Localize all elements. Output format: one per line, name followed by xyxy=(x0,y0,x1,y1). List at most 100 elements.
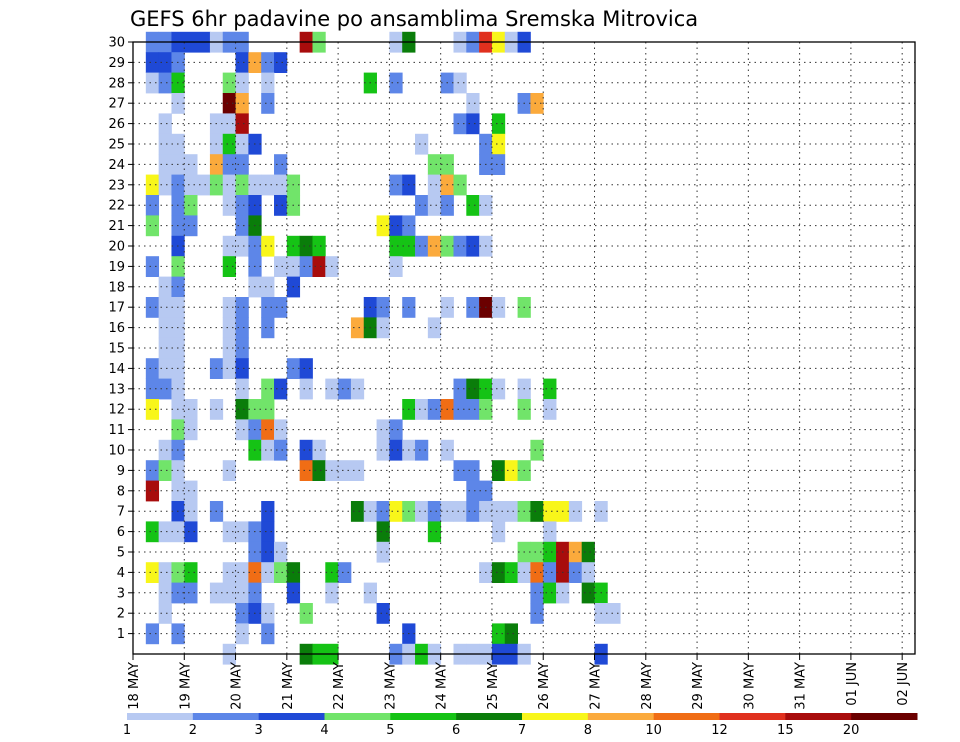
heatmap-cell xyxy=(350,501,365,522)
heatmap-cell xyxy=(543,378,557,400)
heatmap-cell xyxy=(415,133,429,155)
heatmap-cell xyxy=(389,72,403,94)
heatmap-cell xyxy=(184,501,198,522)
heatmap-cell xyxy=(389,501,403,522)
heatmap-cell xyxy=(261,541,275,563)
y-tick-label: 11 xyxy=(108,423,125,438)
heatmap-cell xyxy=(389,419,403,441)
colorbar-label: 10 xyxy=(645,723,662,738)
heatmap-cell xyxy=(235,378,249,400)
heatmap-cell xyxy=(222,113,236,135)
x-tick-label: 24 MAY xyxy=(435,662,450,710)
y-tick-label: 4 xyxy=(117,566,125,581)
heatmap-cell xyxy=(235,72,249,94)
y-tick-label: 25 xyxy=(108,138,125,153)
heatmap-cell xyxy=(427,174,442,196)
heatmap-cell xyxy=(466,235,480,257)
heatmap-cell xyxy=(184,521,198,543)
x-tick-label: 01 JUN xyxy=(845,662,860,706)
heatmap-cell xyxy=(274,256,288,277)
heatmap-cell xyxy=(299,235,313,257)
heatmap-cell xyxy=(376,215,390,237)
heatmap-cell xyxy=(222,582,236,604)
heatmap-cell xyxy=(261,501,275,522)
heatmap-cell xyxy=(312,439,326,461)
x-tick-label: 21 MAY xyxy=(281,662,296,710)
heatmap-cell xyxy=(171,154,198,175)
heatmap-cell xyxy=(274,378,288,400)
heatmap-cell xyxy=(568,501,583,522)
colorbar-label: 4 xyxy=(320,723,328,738)
x-tick-label: 22 MAY xyxy=(332,662,347,710)
heatmap-cell xyxy=(261,93,275,114)
heatmap-cell xyxy=(145,215,160,237)
heatmap-cell xyxy=(453,378,467,400)
heatmap-cell xyxy=(415,195,429,216)
heatmap-cell xyxy=(145,174,160,196)
heatmap-cell xyxy=(248,276,275,298)
colorbar-swatch xyxy=(192,713,260,720)
colorbar-swatch xyxy=(653,713,720,720)
colorbar-swatch xyxy=(258,713,325,720)
heatmap-cell xyxy=(415,501,429,522)
heatmap-cell xyxy=(389,256,403,277)
heatmap-cell xyxy=(338,562,352,583)
heatmap-cell xyxy=(171,480,198,502)
colorbar-label: 15 xyxy=(777,723,794,738)
heatmap-cell xyxy=(338,378,352,400)
heatmap-cell xyxy=(222,460,236,481)
heatmap-cell xyxy=(466,378,480,400)
heatmap-cell xyxy=(222,562,249,583)
heatmap-cell xyxy=(530,562,544,583)
heatmap-cell xyxy=(222,297,236,318)
heatmap-cell xyxy=(222,337,236,359)
heatmap-cell xyxy=(530,582,544,604)
heatmap-cell xyxy=(491,378,506,400)
heatmap-cell xyxy=(491,297,506,318)
heatmap-cell xyxy=(427,195,442,216)
colorbar-swatch xyxy=(127,713,194,720)
y-tick-label: 10 xyxy=(108,444,125,459)
heatmap-cell xyxy=(235,582,249,604)
heatmap-cell xyxy=(235,93,249,114)
heatmap-cell xyxy=(543,582,557,604)
heatmap-cell xyxy=(274,562,288,583)
colorbar-swatch xyxy=(587,713,655,720)
heatmap-cell xyxy=(274,297,288,318)
heatmap-cell xyxy=(504,501,518,522)
heatmap-cell xyxy=(504,460,518,481)
heatmap-cell xyxy=(491,113,506,135)
y-tick-label: 7 xyxy=(117,505,125,520)
heatmap-cell xyxy=(235,113,249,135)
heatmap-cell xyxy=(184,399,198,420)
heatmap-cell xyxy=(235,399,249,420)
heatmap-cell xyxy=(594,603,621,624)
heatmap-cell xyxy=(261,317,275,339)
colorbar-label: 2 xyxy=(189,723,197,738)
heatmap-cell xyxy=(543,521,557,543)
heatmap-cell xyxy=(568,562,583,583)
heatmap-cell xyxy=(543,562,557,583)
y-tick-label: 14 xyxy=(108,362,125,377)
heatmap-cell xyxy=(145,256,160,277)
heatmap-cell xyxy=(491,562,506,583)
heatmap-cell xyxy=(222,72,236,94)
y-tick-label: 5 xyxy=(117,546,125,561)
heatmap-cell xyxy=(145,378,172,400)
heatmap-cell xyxy=(376,521,390,543)
heatmap-cell xyxy=(504,623,518,645)
heatmap-cell xyxy=(299,439,313,461)
colorbar-swatch xyxy=(851,713,918,720)
y-tick-label: 16 xyxy=(108,321,125,336)
colorbar-swatch xyxy=(456,713,523,720)
colorbar-swatch xyxy=(390,713,457,720)
heatmap-cell xyxy=(184,195,198,216)
heatmap-cell xyxy=(427,501,442,522)
heatmap-cell xyxy=(427,521,442,543)
heatmap-cell xyxy=(453,501,467,522)
y-tick-label: 2 xyxy=(117,607,125,622)
heatmap-cell xyxy=(453,399,480,420)
heatmap-cell xyxy=(350,317,365,339)
heatmap-cell xyxy=(299,603,313,624)
heatmap-cell xyxy=(312,460,326,481)
